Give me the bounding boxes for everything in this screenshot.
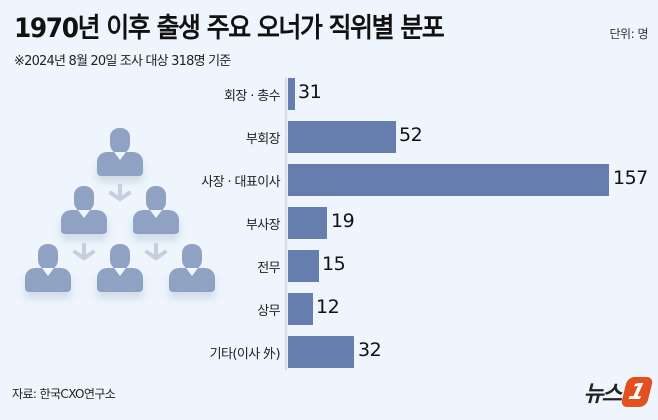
category-label: 부회장 — [245, 132, 281, 147]
person-icon — [97, 128, 143, 178]
unit-label: 단위: 명 — [609, 27, 649, 41]
value-label: 12 — [316, 296, 340, 318]
category-label: 전무 — [257, 261, 280, 276]
bar — [288, 207, 327, 239]
bar — [288, 121, 396, 153]
value-label: 157 — [613, 167, 648, 189]
category-label: 부사장 — [245, 218, 281, 233]
category-label: 사장 · 대표이사 — [201, 175, 280, 190]
y-axis-line — [285, 78, 288, 370]
category-label: 회장 · 총수 — [223, 89, 281, 104]
bar-row: 부회장 52 — [0, 121, 658, 153]
bar — [288, 164, 609, 196]
bar — [288, 336, 354, 368]
logo-text: 뉴스 — [583, 382, 623, 407]
bar — [288, 78, 295, 110]
bar-row: 회장 · 총수 31 — [0, 78, 658, 110]
logo-mark-icon: 1 — [620, 377, 654, 407]
connector-icon — [69, 243, 99, 273]
person-icon — [133, 186, 179, 236]
category-label: 기타(이사 外) — [209, 347, 281, 362]
chart-title: 1970년 이후 출생 주요 오너가 직위별 분포 — [14, 13, 445, 44]
bar-row: 상무 12 — [0, 293, 658, 325]
bar-row: 부사장 19 — [0, 207, 658, 239]
bar — [288, 293, 313, 325]
source-note: 자료: 한국CXO연구소 — [12, 387, 116, 401]
org-pyramid-illustration — [20, 128, 220, 318]
value-label: 19 — [331, 210, 355, 232]
value-label: 32 — [358, 339, 382, 361]
connector-icon — [105, 184, 135, 214]
bar-row: 전무 15 — [0, 250, 658, 282]
person-icon — [25, 244, 71, 294]
chart-subtitle: ※2024년 8월 20일 조사 대상 318명 기준 — [14, 54, 231, 69]
bar-row: 기타(이사 外) 32 — [0, 336, 658, 368]
bar — [288, 250, 319, 282]
bar-row: 사장 · 대표이사 157 — [0, 164, 658, 196]
person-icon — [61, 186, 107, 236]
connector-icon — [141, 243, 171, 273]
value-label: 31 — [298, 81, 322, 103]
value-label: 15 — [322, 253, 346, 275]
news1-logo: 뉴스 1 — [583, 376, 654, 408]
category-label: 상무 — [257, 304, 280, 319]
person-icon — [169, 244, 215, 294]
value-label: 52 — [399, 124, 423, 146]
person-icon — [97, 244, 143, 294]
